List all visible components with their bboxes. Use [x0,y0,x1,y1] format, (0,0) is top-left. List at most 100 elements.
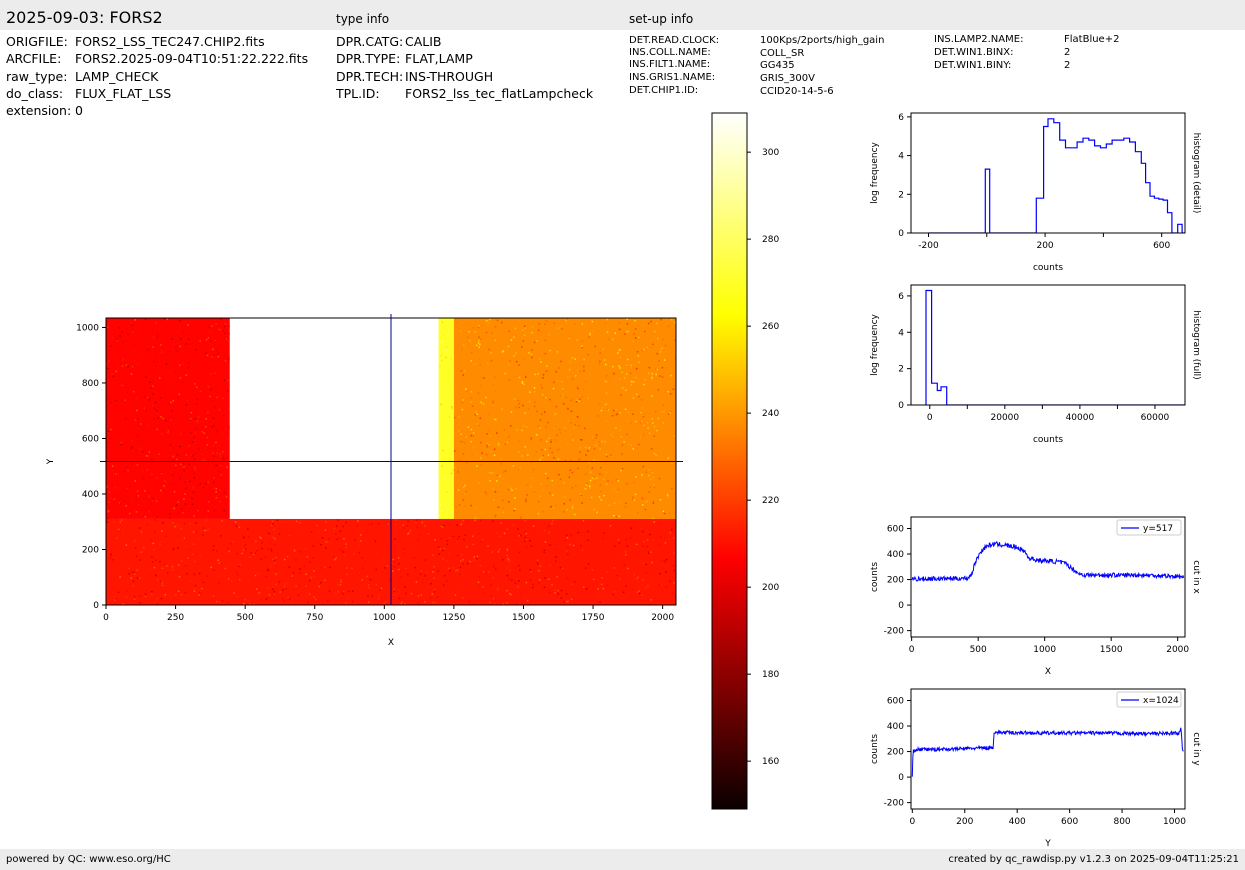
image-noise-pixel [108,343,110,346]
image-noise-pixel [516,578,518,580]
image-noise-pixel [630,527,633,529]
image-noise-pixel [447,567,450,569]
image-noise-pixel [529,391,531,393]
image-noise-pixel [599,601,601,603]
image-noise-pixel [280,599,283,602]
image-noise-pixel [508,591,510,594]
image-noise-pixel [125,544,128,546]
image-noise-pixel [340,578,342,581]
image-noise-pixel [638,361,640,363]
image-noise-pixel [655,516,658,518]
image-noise-pixel [497,551,500,553]
image-noise-pixel [673,565,675,567]
image-noise-pixel [636,512,639,514]
image-noise-pixel [603,494,605,497]
image-noise-pixel [440,525,443,528]
image-noise-pixel [358,552,361,554]
image-noise-pixel [400,602,402,605]
image-noise-pixel [399,526,402,529]
image-noise-pixel [585,484,588,486]
image-noise-pixel [107,326,110,328]
image-noise-pixel [518,376,521,379]
image-noise-pixel [582,520,585,522]
image-noise-pixel [625,585,627,587]
image-noise-pixel [160,344,162,346]
image-noise-pixel [180,433,182,435]
image-noise-pixel [183,522,186,525]
image-noise-pixel [457,471,459,473]
image-noise-pixel [183,469,185,472]
image-noise-pixel [615,479,617,481]
image-noise-pixel [459,573,461,576]
image-noise-pixel [416,545,419,547]
image-noise-pixel [521,382,524,384]
image-noise-pixel [119,521,122,523]
image-noise-pixel [281,597,283,600]
image-noise-pixel [564,430,567,432]
image-noise-pixel [133,596,136,598]
image-noise-pixel [479,343,481,346]
image-noise-pixel [666,367,668,369]
image-noise-pixel [497,443,500,446]
image-noise-pixel [662,510,665,512]
image-noise-pixel [146,396,149,399]
image-noise-pixel [593,459,595,461]
image-noise-pixel [616,491,618,493]
image-noise-pixel [208,326,211,329]
image-noise-pixel [473,603,475,605]
image-noise-pixel [474,517,477,519]
image-noise-pixel [173,399,176,401]
image-noise-pixel [621,371,623,374]
image-region [453,318,676,519]
setup-info-key: INS.LAMP2.NAME: [934,34,1024,45]
image-noise-pixel [361,567,364,569]
image-noise-pixel [166,565,168,567]
image-noise-pixel [111,465,114,467]
image-noise-pixel [160,432,163,435]
image-noise-pixel [128,572,130,575]
image-noise-pixel [626,323,629,325]
image-noise-pixel [557,458,560,460]
image-noise-pixel [598,441,600,443]
image-noise-pixel [135,555,138,557]
image-noise-pixel [665,561,667,563]
image-noise-pixel [591,330,594,332]
x-tick-label: 750 [306,613,323,623]
image-noise-pixel [198,571,200,573]
image-noise-pixel [478,424,481,427]
image-noise-pixel [150,481,152,483]
x-tick-label: 200 [1036,241,1053,251]
image-noise-pixel [131,570,133,573]
image-noise-pixel [148,495,150,497]
file-info-value: LAMP_CHECK [75,69,159,84]
image-noise-pixel [403,548,406,550]
image-noise-pixel [500,528,503,530]
image-noise-pixel [472,535,474,537]
image-noise-pixel [216,396,218,399]
setup-info-value: COLL_SR [760,48,805,59]
image-noise-pixel [112,472,114,475]
image-noise-pixel [656,322,658,325]
image-noise-pixel [497,511,499,514]
image-noise-pixel [227,547,229,550]
image-noise-pixel [580,494,582,496]
image-noise-pixel [292,572,295,574]
image-noise-pixel [253,567,255,570]
image-noise-pixel [441,400,444,402]
image-noise-pixel [578,319,581,321]
image-noise-pixel [452,511,454,513]
image-noise-pixel [626,545,629,547]
image-noise-pixel [290,601,292,603]
image-noise-pixel [155,365,157,367]
image-noise-pixel [113,498,115,500]
image-noise-pixel [666,493,669,496]
image-noise-pixel [540,483,543,485]
image-noise-pixel [566,593,568,595]
image-noise-pixel [462,374,464,376]
image-noise-pixel [548,334,550,336]
image-noise-pixel [129,512,131,515]
image-noise-pixel [657,389,660,391]
type-info-value: CALIB [405,34,442,49]
image-noise-pixel [478,339,480,342]
